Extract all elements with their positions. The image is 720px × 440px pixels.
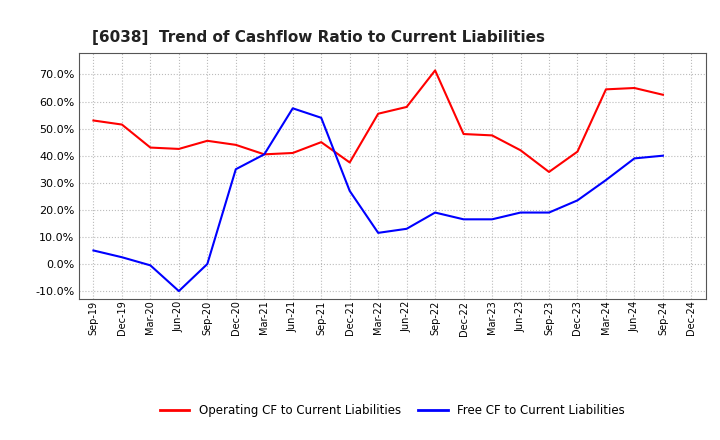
Text: [6038]  Trend of Cashflow Ratio to Current Liabilities: [6038] Trend of Cashflow Ratio to Curren…: [91, 29, 545, 45]
Legend: Operating CF to Current Liabilities, Free CF to Current Liabilities: Operating CF to Current Liabilities, Fre…: [155, 399, 630, 422]
